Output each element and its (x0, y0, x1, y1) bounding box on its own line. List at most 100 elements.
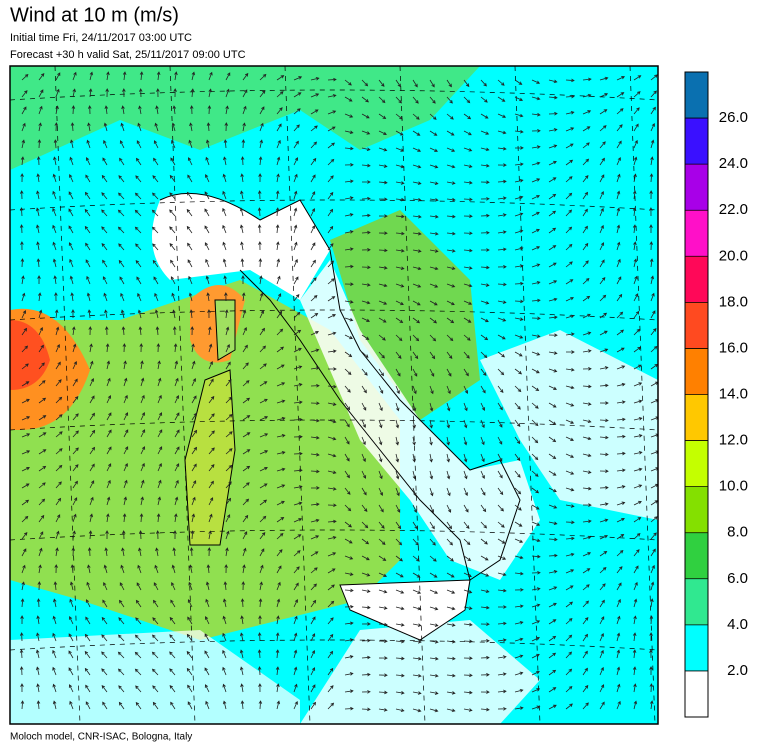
wind-arrow (463, 453, 468, 463)
wind-arrow (344, 247, 354, 251)
wind-arrow (204, 242, 210, 251)
wind-arrow (429, 96, 436, 104)
wind-arrow (497, 638, 507, 642)
wind-arrow (514, 470, 521, 478)
wind-arrow (632, 666, 637, 676)
wind-arrow (497, 555, 507, 560)
wind-arrow (616, 124, 623, 132)
wind-arrow (616, 485, 626, 489)
wind-arrow (378, 538, 386, 545)
wind-arrow (480, 96, 488, 103)
wind-arrow (463, 385, 469, 394)
wind-arrow (205, 139, 210, 149)
wind-arrow (531, 538, 541, 543)
wind-arrow (52, 190, 57, 200)
wind-arrow (276, 364, 285, 370)
wind-arrow (514, 368, 523, 375)
wind-arrow (649, 190, 653, 200)
wind-arrow (565, 279, 574, 285)
wind-arrow (616, 329, 625, 336)
wind-arrow (222, 632, 227, 642)
wind-arrow (276, 328, 284, 336)
wind-arrow (224, 309, 229, 319)
wind-arrow (140, 412, 146, 421)
wind-arrow (293, 434, 303, 439)
wind-arrow (412, 606, 422, 611)
color-box (685, 486, 708, 533)
wind-arrow (378, 572, 388, 577)
wind-arrow (412, 266, 422, 271)
wind-arrow (38, 498, 46, 506)
wind-arrow (310, 366, 320, 370)
wind-arrow (19, 649, 24, 659)
wind-arrow (310, 242, 316, 251)
wind-arrow (548, 669, 557, 676)
wind-arrow (616, 451, 626, 456)
wind-arrow (633, 123, 639, 132)
parallel (10, 199, 658, 211)
wind-arrow (242, 105, 247, 115)
coastline (159, 192, 521, 581)
wind-arrow (191, 463, 197, 472)
wind-arrow (275, 649, 280, 659)
wind-arrow (463, 214, 473, 219)
colorbar-frame (684, 71, 709, 718)
wind-arrow (548, 385, 558, 390)
wind-arrow (616, 434, 626, 439)
wind-arrow (174, 446, 180, 455)
wind-arrow (171, 139, 176, 149)
wind-arrow (548, 160, 557, 166)
wind-arrow (412, 436, 416, 446)
wind-arrow (87, 122, 91, 132)
wind-arrow (582, 584, 590, 591)
wind-arrow (497, 146, 507, 151)
wind-arrow (395, 436, 400, 446)
wind-arrow (173, 88, 177, 98)
wind-arrow (565, 470, 575, 475)
wind-arrow (21, 416, 31, 421)
forecast-time: Forecast +30 h valid Sat, 25/11/2017 09:… (10, 49, 246, 61)
wind-arrow (123, 412, 129, 421)
wind-arrow (258, 683, 262, 693)
wind-arrow (582, 650, 588, 659)
wind-arrow (378, 673, 388, 677)
wind-arrow (239, 207, 244, 217)
wind-arrow (565, 192, 573, 200)
wind-arrow (191, 360, 196, 370)
wind-arrow (650, 156, 654, 166)
wind-arrow (497, 436, 503, 445)
wind-arrow (344, 621, 354, 626)
wind-arrow (344, 179, 354, 184)
wind-arrow (514, 299, 524, 304)
wind-arrow (344, 79, 352, 86)
wind-arrow (276, 516, 285, 523)
land (480, 330, 658, 520)
wind-arrow (548, 402, 557, 408)
wind-arrow (86, 581, 91, 591)
wind-arrow (480, 402, 486, 411)
wind-arrow (38, 105, 43, 115)
wind-arrow (446, 147, 456, 152)
wind-arrow (310, 125, 318, 132)
wind-arrow (633, 517, 642, 523)
wind-arrow (395, 487, 400, 497)
wind-arrow (412, 317, 421, 324)
wind-arrow (616, 517, 625, 523)
colorbar-label: 20.0 (719, 247, 748, 264)
wind-arrow (548, 453, 557, 460)
wind-arrow (480, 334, 489, 341)
wind-arrow (103, 122, 108, 132)
wind-arrow (310, 383, 320, 388)
wind-arrow (222, 241, 227, 251)
wind-arrow (327, 600, 335, 608)
wind-arrow (327, 419, 337, 424)
wind-arrow (52, 632, 57, 642)
wind-arrow (582, 225, 588, 234)
wind-arrow (225, 105, 229, 115)
wind-arrow (208, 464, 215, 472)
wind-arrow (101, 651, 108, 659)
wind-arrow (649, 258, 654, 268)
wind-arrow (429, 283, 439, 288)
wind-arrow (565, 402, 575, 407)
wind-arrow (327, 568, 336, 574)
